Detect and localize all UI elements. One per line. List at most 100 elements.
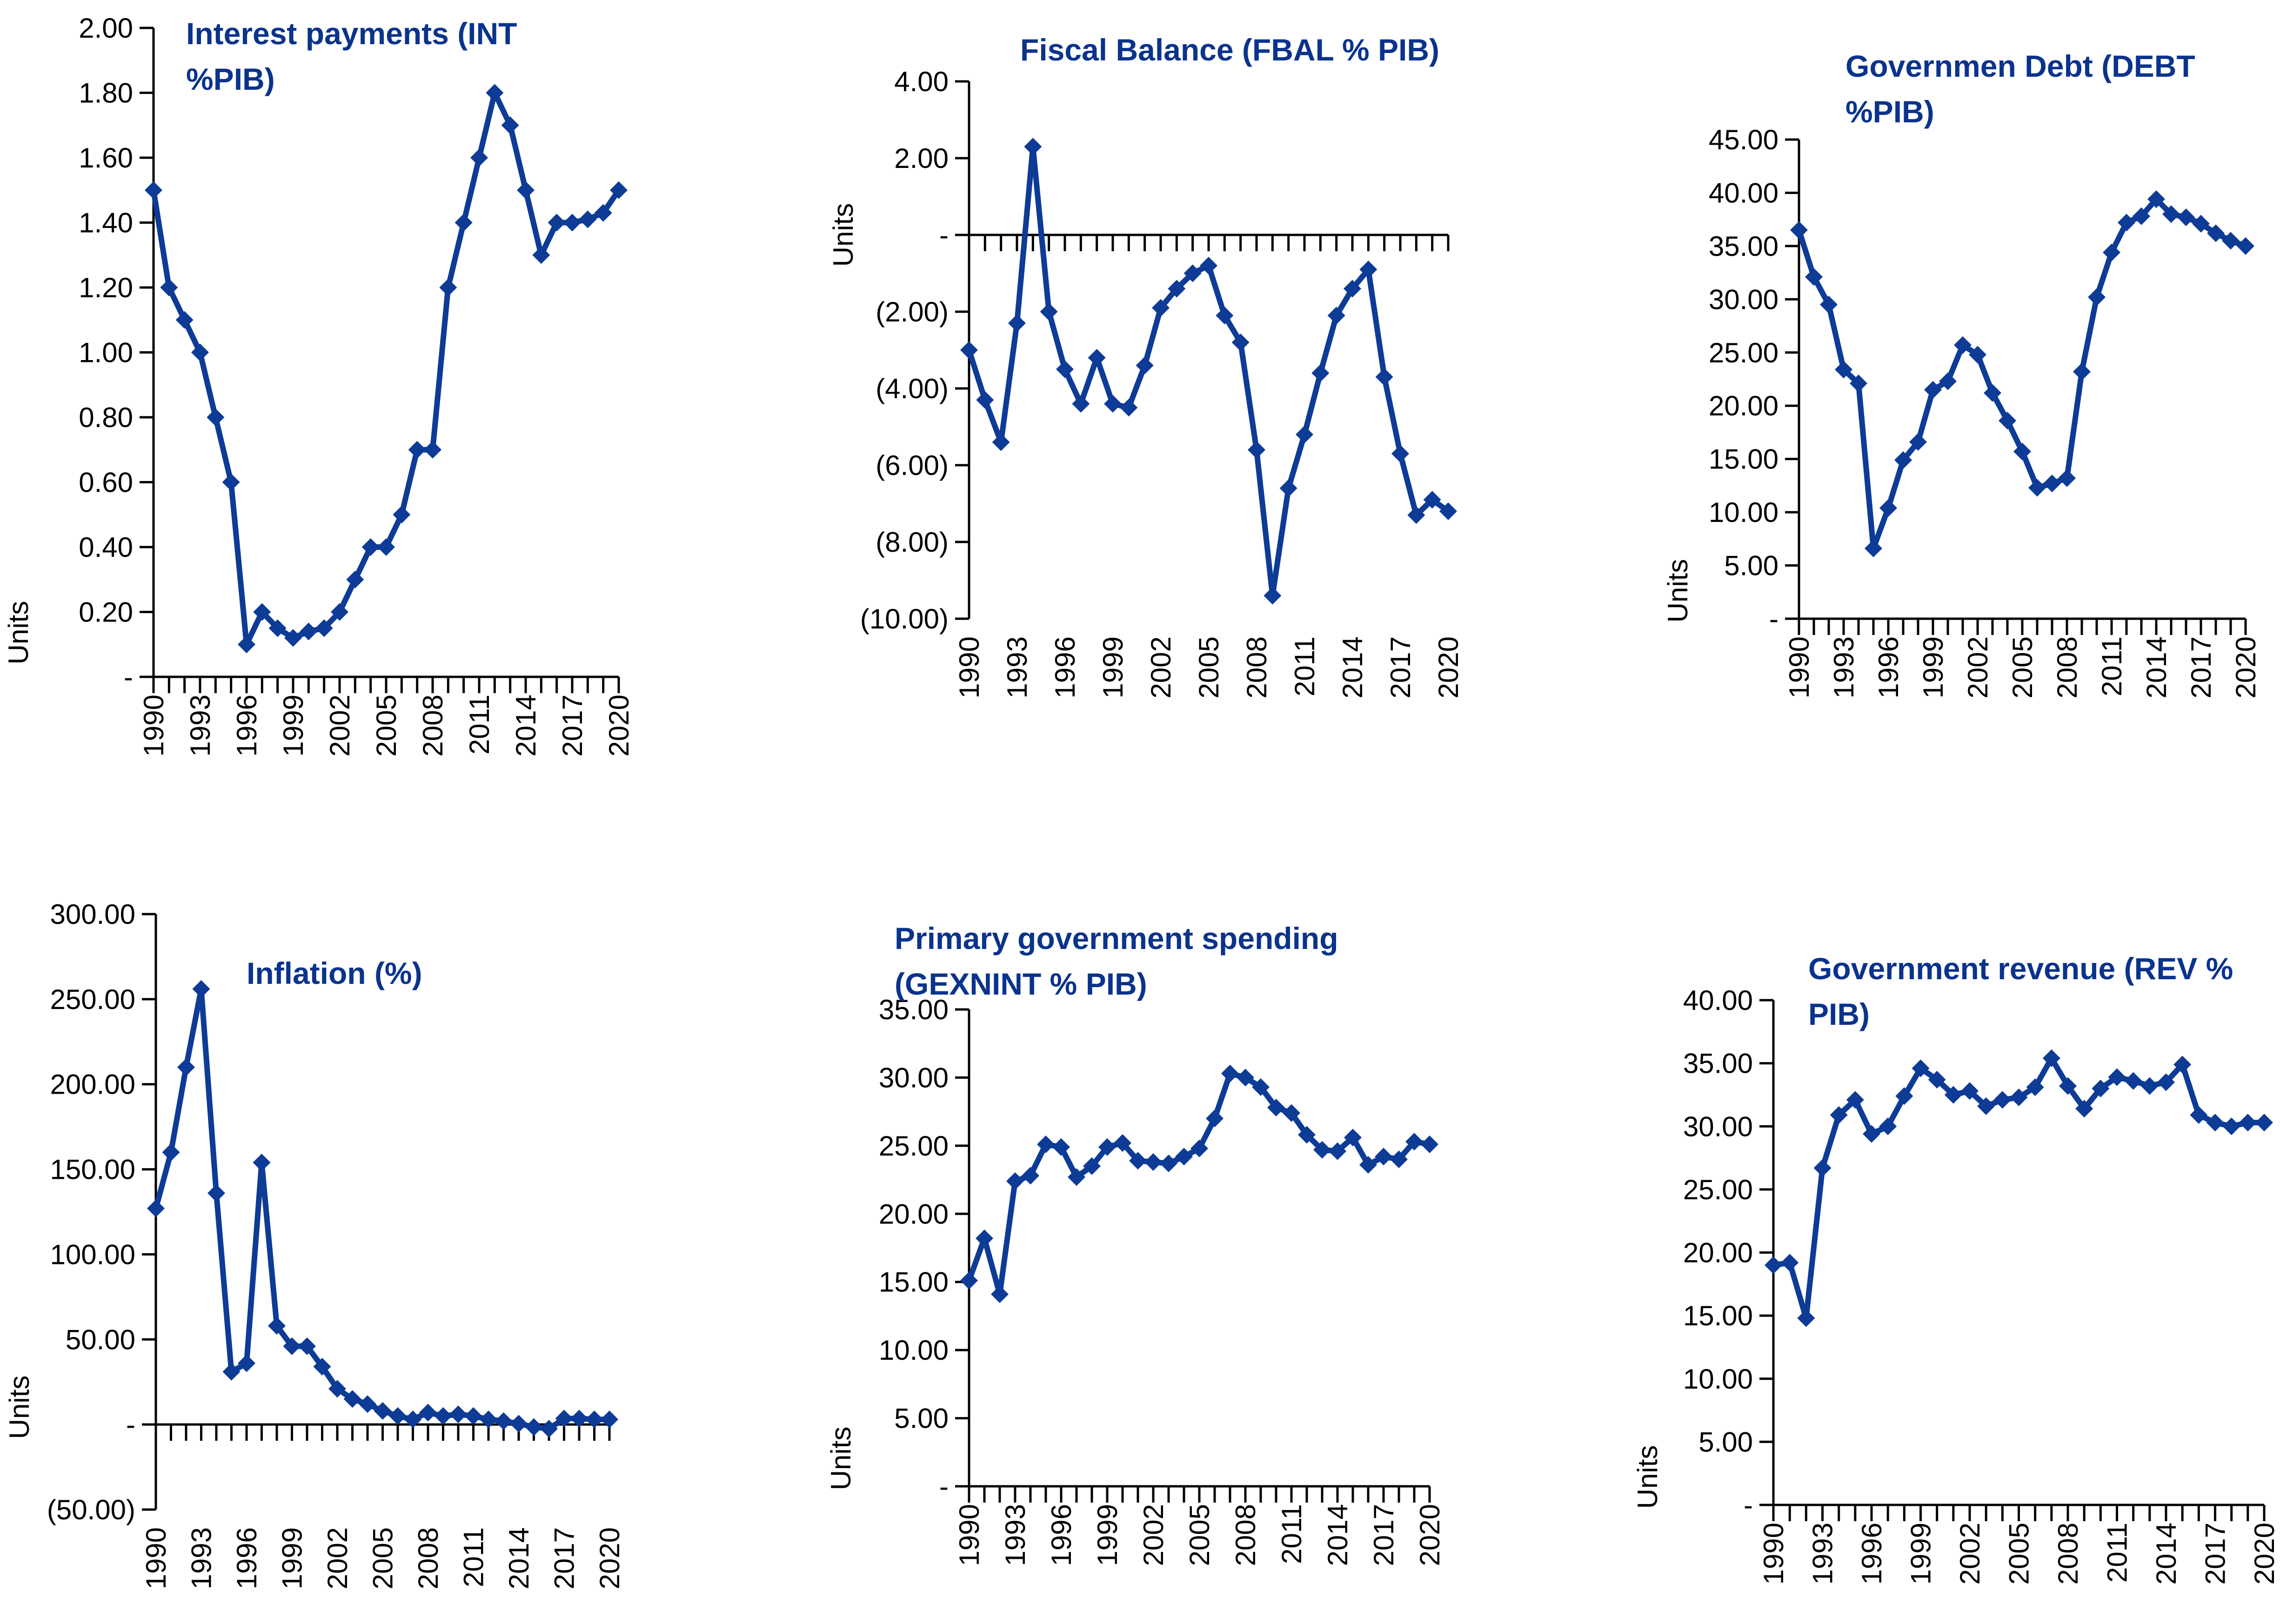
data-point-marker <box>1088 349 1106 367</box>
chart-title: %PIB) <box>1845 94 1934 129</box>
x-tick-label: 2002 <box>1962 636 1993 698</box>
data-point-marker <box>960 1271 978 1290</box>
x-tick-label: 2020 <box>2249 1523 2280 1584</box>
data-point-marker <box>1961 1082 1979 1100</box>
y-tick-label: 10.00 <box>1709 497 1779 528</box>
x-tick-label: 2011 <box>2096 636 2127 696</box>
x-tick-label: 2020 <box>594 1527 625 1589</box>
x-tick-label: 2008 <box>1230 1504 1261 1566</box>
data-point-marker <box>2026 1078 2044 1096</box>
data-point-marker <box>1375 368 1393 386</box>
x-tick-label: 2008 <box>413 1527 444 1589</box>
data-point-marker <box>1439 502 1457 520</box>
data-point-marker <box>991 1285 1009 1303</box>
data-point-marker <box>361 538 380 556</box>
data-point-marker <box>1421 1135 1438 1153</box>
data-point-marker <box>1083 1157 1101 1175</box>
data-point-marker <box>1359 1156 1377 1174</box>
y-tick-label: (8.00) <box>876 527 949 558</box>
data-point-marker <box>2124 1072 2142 1090</box>
data-point-marker <box>1183 264 1202 282</box>
data-point-marker <box>2222 232 2240 250</box>
x-tick-label: 2017 <box>1368 1504 1399 1566</box>
data-point-marker <box>1879 499 1897 517</box>
data-point-marker <box>2103 243 2120 261</box>
chart-interest-payments: 2.00 1.80 1.60 1.40 1.20 1.00 0.80 0.60 0.40 0.20… <box>0 0 760 812</box>
data-point-marker <box>393 506 411 524</box>
y-tick-label: 5.00 <box>1724 550 1779 581</box>
y-tick-label: 15.00 <box>1683 1300 1753 1331</box>
chart-svg-fiscal-balance: 4.00 2.00 - (2.00) (4.00) (6.00) (8.00) (10.00)… <box>828 33 1464 698</box>
data-line <box>1796 196 2248 551</box>
data-point-marker <box>238 635 255 654</box>
x-tick-label: 2005 <box>371 695 402 756</box>
data-point-marker <box>1944 1086 1962 1104</box>
chart-title: Primary government spending <box>895 921 1338 956</box>
data-point-marker <box>1894 451 1912 469</box>
data-point-marker <box>2092 1079 2110 1097</box>
data-point-marker <box>1311 364 1330 382</box>
data-point-marker <box>2190 1106 2208 1124</box>
y-tick-label: 1.60 <box>79 142 133 174</box>
y-tick-label: 40.00 <box>1709 177 1779 208</box>
x-tick-label: 1996 <box>231 1527 262 1589</box>
data-point-marker <box>2043 475 2061 493</box>
chart-svg-government-revenue: 40.00 35.00 30.00 25.00 20.00 15.00 10.00 5.00 -… <box>1632 951 2280 1584</box>
x-tick-label: 1993 <box>1000 1504 1031 1566</box>
data-point-marker <box>449 1405 467 1424</box>
data-point-marker <box>1264 587 1282 605</box>
data-point-marker <box>1008 314 1026 332</box>
data-point-marker <box>1098 1138 1116 1156</box>
data-point-marker <box>408 441 426 459</box>
y-axis-title: Units <box>3 601 34 665</box>
x-tick-label: 1999 <box>1906 1523 1937 1584</box>
data-point-marker <box>2075 1100 2093 1118</box>
data-point-marker <box>419 1403 437 1422</box>
y-tick-label: 150.00 <box>50 1154 135 1185</box>
data-point-marker <box>2140 1077 2159 1095</box>
data-point-marker <box>525 1418 543 1436</box>
data-point-marker <box>1216 307 1234 325</box>
chart-fiscal-balance: 4.00 2.00 - (2.00) (4.00) (6.00) (8.00) (10.00)… <box>760 0 1520 812</box>
x-tick-label: 2002 <box>1954 1523 1986 1584</box>
data-point-marker <box>1237 1069 1254 1087</box>
data-point-marker <box>1781 1254 1799 1272</box>
chart-title: Governmen Debt (DEBT <box>1845 49 2195 83</box>
x-tick-label: 2008 <box>1241 636 1272 698</box>
data-point-marker <box>1863 1125 1880 1143</box>
data-point-marker <box>315 619 333 637</box>
data-point-marker <box>480 1410 497 1429</box>
y-tick-label: 1.20 <box>79 272 133 303</box>
y-tick-label: 10.00 <box>1683 1363 1753 1395</box>
y-tick-label: 15.00 <box>1709 444 1779 475</box>
data-point-marker <box>1820 295 1838 314</box>
chart-title: Fiscal Balance (FBAL % PIB) <box>1020 33 1439 67</box>
x-tick-label: 2008 <box>2052 636 2083 698</box>
y-tick-label: 0.40 <box>79 532 133 563</box>
data-point-marker <box>175 311 194 329</box>
x-tick-label: 2014 <box>1322 1504 1353 1566</box>
x-tick-label: 1999 <box>1092 1504 1123 1566</box>
data-point-marker <box>2255 1114 2273 1132</box>
data-point-marker <box>1052 1138 1070 1156</box>
x-tick-label: 1990 <box>1758 1523 1789 1584</box>
data-line <box>966 144 1451 599</box>
y-tick-label: 1.00 <box>79 337 133 368</box>
data-point-marker <box>579 210 597 228</box>
chart-title: Inflation (%) <box>247 956 422 990</box>
data-point-marker <box>2237 237 2254 255</box>
data-point-marker <box>2073 362 2091 381</box>
y-axis-title: Units <box>828 203 859 267</box>
x-tick-label: 2005 <box>368 1527 399 1589</box>
x-tick-label: 2017 <box>557 695 588 756</box>
data-point-marker <box>1248 441 1265 459</box>
data-point-marker <box>283 1337 301 1355</box>
data-point-marker <box>313 1357 331 1376</box>
data-point-marker <box>404 1410 422 1429</box>
y-tick-label: (6.00) <box>876 450 949 481</box>
y-tick-label: 20.00 <box>1683 1237 1753 1269</box>
y-tick-label: 300.00 <box>50 899 135 930</box>
x-tick-label: 2005 <box>2004 1523 2035 1584</box>
x-tick-label: 1990 <box>954 636 985 698</box>
data-point-marker <box>1120 399 1138 417</box>
